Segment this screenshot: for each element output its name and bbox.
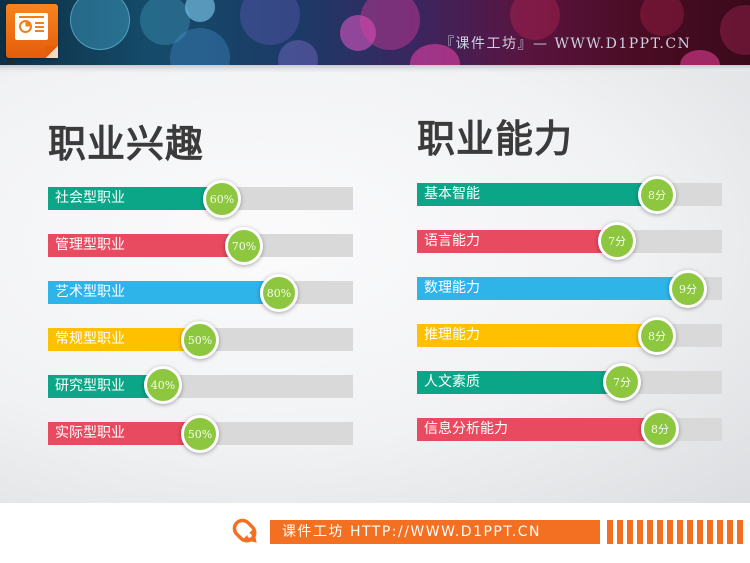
bar-label: 社会型职业: [55, 190, 125, 206]
bar-label: 基本智能: [424, 186, 480, 202]
bar-fill: [48, 234, 244, 257]
banner-text: 『课件工坊』— WWW.D1PPT.CN: [440, 36, 692, 52]
bar-label: 常规型职业: [55, 331, 125, 347]
bar-track: 推理能力: [417, 324, 722, 347]
bar-fill: [417, 371, 622, 394]
value-badge: 70%: [225, 227, 263, 265]
bar-fill: [417, 324, 657, 347]
value-badge: 7分: [603, 363, 641, 401]
bar-track: 研究型职业: [48, 375, 353, 398]
bar-track: 数理能力: [417, 277, 722, 300]
header-banner: 『课件工坊』— WWW.D1PPT.CN: [0, 0, 750, 65]
footer-stripes: [607, 520, 743, 544]
value-badge: 40%: [144, 366, 182, 404]
bokeh-decoration: [510, 0, 560, 40]
bokeh-decoration: [278, 40, 318, 65]
bar-track: 人文素质: [417, 371, 722, 394]
value-badge: 50%: [181, 321, 219, 359]
value-badge: 8分: [638, 317, 676, 355]
header-shadow: [0, 65, 750, 73]
bar-fill: [48, 328, 200, 351]
bar-fill: [417, 230, 617, 253]
left-panel-title: 职业兴趣: [48, 122, 205, 166]
bar-track: 艺术型职业: [48, 281, 353, 304]
bar-track: 语言能力: [417, 230, 722, 253]
pencil-icon: [232, 518, 257, 543]
value-badge: 60%: [203, 180, 241, 218]
bokeh-decoration: [240, 0, 300, 45]
value-badge: 8分: [638, 176, 676, 214]
bar-label: 人文素质: [424, 374, 480, 390]
bar-label: 推理能力: [424, 327, 480, 343]
bar-track: 基本智能: [417, 183, 722, 206]
bar-fill: [48, 281, 279, 304]
bokeh-decoration: [140, 0, 190, 45]
bokeh-decoration: [640, 0, 684, 36]
bar-label: 语言能力: [424, 233, 480, 249]
bar-fill: [48, 187, 223, 210]
bar-fill: [48, 375, 163, 398]
bokeh-decoration: [340, 15, 376, 51]
bar-track: 社会型职业: [48, 187, 353, 210]
bar-label: 信息分析能力: [424, 421, 508, 437]
bar-fill: [417, 418, 660, 441]
bokeh-decoration: [410, 44, 460, 65]
value-badge: 80%: [260, 274, 298, 312]
value-badge: 8分: [641, 410, 679, 448]
bar-label: 研究型职业: [55, 378, 125, 394]
bar-fill: [48, 422, 200, 445]
footer-link[interactable]: 课件工坊 HTTP://WWW.D1PPT.CN: [270, 520, 600, 544]
bar-track: 管理型职业: [48, 234, 353, 257]
value-badge: 9分: [669, 270, 707, 308]
bar-label: 实际型职业: [55, 425, 125, 441]
bokeh-decoration: [70, 0, 130, 50]
bokeh-decoration: [185, 0, 215, 22]
bar-label: 艺术型职业: [55, 284, 125, 300]
bokeh-decoration: [680, 50, 720, 65]
bokeh-decoration: [360, 0, 420, 50]
powerpoint-icon: [6, 4, 58, 58]
bokeh-decoration: [720, 5, 750, 55]
bar-fill: [417, 277, 688, 300]
value-badge: 7分: [598, 222, 636, 260]
value-badge: 50%: [181, 415, 219, 453]
bar-label: 管理型职业: [55, 237, 125, 253]
bar-fill: [417, 183, 657, 206]
right-panel-title: 职业能力: [417, 117, 574, 161]
bar-label: 数理能力: [424, 280, 480, 296]
